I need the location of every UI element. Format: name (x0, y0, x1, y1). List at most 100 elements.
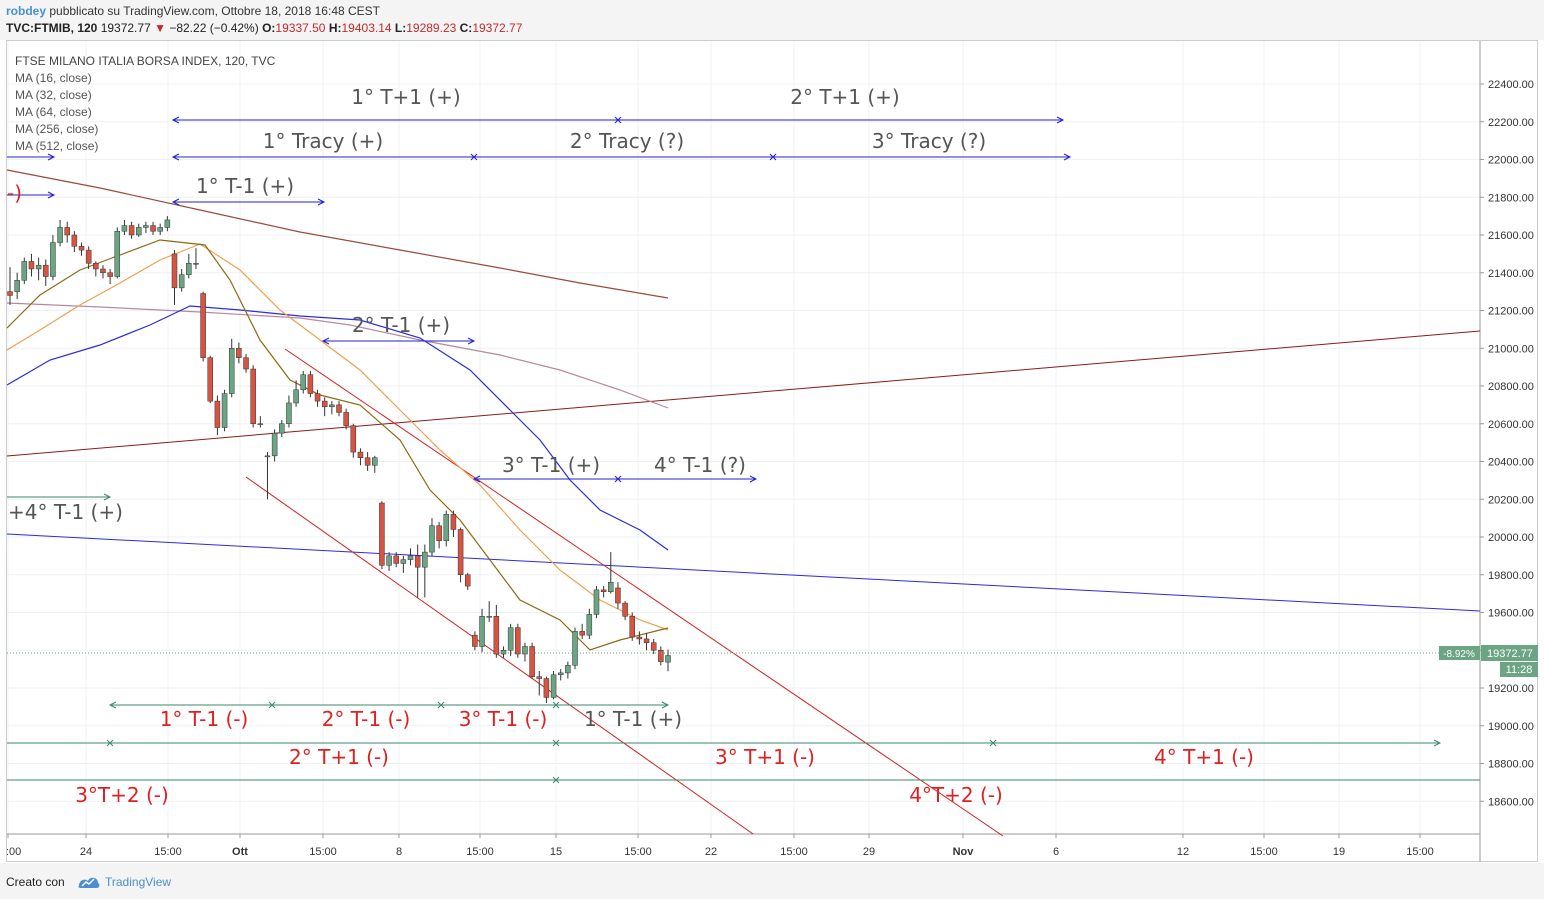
arrow-t1-plus-2-head (1056, 116, 1065, 124)
close-label: C: (459, 21, 473, 35)
candle-up (422, 551, 428, 568)
candle-up (572, 631, 578, 666)
last-price-label: 19372.77 (1487, 648, 1533, 660)
candle-up (114, 230, 121, 277)
candle-down (107, 272, 113, 277)
candle-down (457, 529, 464, 576)
price-change: −82.22 (−0.42%) (169, 21, 259, 35)
annotation-label: 2° Tracy (?) (570, 129, 684, 153)
time-tick-label: 15 (550, 846, 562, 858)
annotation-label: 4° T+1 (-) (1154, 745, 1254, 769)
annotation-label: 1° Tracy (+) (263, 129, 383, 153)
chart-frame[interactable] (6, 40, 1538, 862)
tradingview-logo-icon[interactable] (77, 874, 101, 890)
candle-down (450, 514, 457, 530)
legend-ma16[interactable]: MA (16, close) (15, 71, 92, 85)
time-tick-label: 15:00 (780, 846, 808, 858)
annotation-label: +4° T-1 (+) (8, 500, 123, 524)
candle-down (28, 261, 35, 270)
price-tick-label: 21000.00 (1488, 343, 1534, 355)
time-tick-label: 29 (863, 846, 875, 858)
annotation-label: 2° T+1 (+) (790, 85, 900, 109)
ma16-line (6, 239, 669, 651)
legend-ma64[interactable]: MA (64, close) (15, 105, 92, 119)
candle-up (35, 264, 42, 270)
candle-up (329, 404, 335, 408)
annotation-label: 1° T+1 (+) (351, 85, 461, 109)
candle-down (336, 404, 342, 413)
price-tick-label: 22200.00 (1488, 117, 1534, 129)
candle-down (622, 602, 628, 617)
footer-bar (0, 863, 1544, 899)
candle-down (414, 555, 421, 568)
candle-up (665, 655, 671, 663)
candle-up (264, 455, 271, 458)
annotation-label: 3° T+1 (-) (715, 745, 815, 769)
legend-ma32[interactable]: MA (32, close) (15, 88, 92, 102)
chart-header-bar (0, 0, 1544, 40)
pct-label: -8.92% (1443, 649, 1475, 660)
price-tick-label: 21800.00 (1488, 192, 1534, 204)
time-tick-label: 22 (705, 846, 717, 858)
created-with-label: Creato con (6, 875, 65, 889)
symbol-label: TVC:FTMIB, 120 (6, 21, 98, 35)
arrow-cross-mark (552, 739, 560, 747)
arrow-t1-minus-row-head (1433, 739, 1442, 747)
candle-down (128, 225, 135, 236)
price-tick-label: 19000.00 (1488, 721, 1534, 733)
arrow-t-1-plus-1-head (317, 198, 326, 206)
down-triangle-icon: ▼ (154, 21, 166, 35)
author-name[interactable]: robdey (6, 4, 47, 18)
legend-ma256[interactable]: MA (256, close) (15, 122, 99, 136)
countdown-badge (1500, 662, 1538, 677)
candle-down (200, 293, 206, 358)
candle-down (615, 587, 621, 604)
annotation-label: 3°T+2 (-) (75, 783, 169, 807)
price-tick-label: 18600.00 (1488, 796, 1534, 808)
open-value: 19337.50 (275, 21, 326, 35)
candle-up (593, 589, 600, 615)
price-tick-label: 20800.00 (1488, 381, 1534, 393)
candle-down (343, 412, 349, 426)
candle-up (50, 242, 56, 277)
legend-ma512[interactable]: MA (512, close) (15, 139, 99, 153)
time-tick-label: 8 (396, 846, 402, 858)
candle-up (178, 274, 185, 289)
time-tick-label: 12 (1177, 846, 1189, 858)
candle-up (193, 263, 199, 265)
arrow-cross-mark (552, 701, 560, 709)
pct-badge (1439, 646, 1480, 660)
annotation-label: -) (7, 181, 22, 205)
tradingview-brand[interactable]: TradingView (105, 875, 172, 889)
candle-down (307, 374, 314, 394)
candle-down (464, 574, 471, 587)
arrow-left-edge-2-head (47, 191, 56, 199)
last-price-badge (1481, 645, 1538, 661)
price-tick-label: 22000.00 (1488, 155, 1534, 167)
time-tick-label: 15:00 (309, 846, 337, 858)
legend-title: FTSE MILANO ITALIA BORSA INDEX, 120, TVC (15, 54, 276, 68)
candle-down (515, 627, 521, 655)
candle-up (407, 555, 414, 560)
candle-up (565, 665, 571, 674)
candle-up (143, 225, 149, 228)
price-tick-label: 20200.00 (1488, 494, 1534, 506)
blue-trendline (6, 533, 1481, 612)
low-value: 19289.23 (406, 21, 457, 35)
arrow-t-1-plus-bottom-head (661, 701, 670, 709)
price-tick-label: 20600.00 (1488, 419, 1534, 431)
price-tick-label: 19800.00 (1488, 570, 1534, 582)
candle-down (393, 555, 399, 564)
annotation-label: 4°T+2 (-) (909, 783, 1003, 807)
candle-up (279, 423, 285, 434)
countdown-label: 11:28 (1506, 664, 1533, 676)
arrow-cross-mark (989, 739, 997, 747)
candle-down (529, 646, 535, 677)
candle-down (43, 264, 49, 277)
time-tick-label: 24 (80, 846, 92, 858)
candle-down (472, 634, 478, 647)
candle-down (379, 502, 385, 566)
candle-down (357, 451, 364, 458)
time-tick-label: 6 (1053, 846, 1059, 858)
